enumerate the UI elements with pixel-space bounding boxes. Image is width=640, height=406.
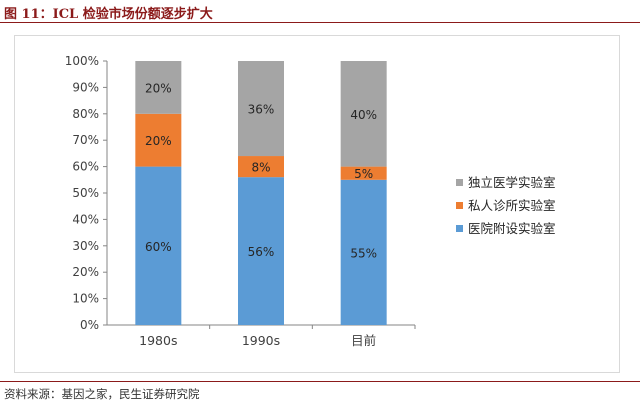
chart-frame <box>14 35 620 373</box>
bar-segment <box>238 177 284 325</box>
data-label: 56% <box>248 245 275 259</box>
x-tick-label: 1990s <box>242 333 280 348</box>
bar-segment <box>135 166 182 325</box>
bar-segment <box>135 61 182 114</box>
x-tick-label: 目前 <box>351 333 376 348</box>
bar-segment <box>340 179 387 325</box>
y-tick-label: 40% <box>72 212 99 226</box>
legend-label: 私人诊所实验室 <box>468 198 556 213</box>
title-rule <box>0 22 640 23</box>
bar-segment <box>135 113 182 167</box>
figure-title: 图 11：ICL 检验市场份额逐步扩大 <box>4 7 213 22</box>
data-label: 8% <box>251 161 270 175</box>
data-label: 20% <box>145 81 172 95</box>
legend-label: 医院附设实验室 <box>468 221 556 236</box>
bar-segment <box>238 61 284 157</box>
bar-segment <box>340 166 387 180</box>
legend-swatch <box>456 179 463 186</box>
y-tick-label: 80% <box>72 107 99 121</box>
data-label: 40% <box>350 108 377 122</box>
data-label: 55% <box>350 246 377 260</box>
data-label: 60% <box>145 240 172 254</box>
x-tick-label: 1980s <box>139 333 177 348</box>
y-tick-label: 30% <box>72 239 99 253</box>
y-tick-label: 100% <box>65 54 99 68</box>
y-tick-label: 90% <box>72 80 99 94</box>
source-note: 资料来源：基因之家，民生证券研究院 <box>4 387 200 401</box>
legend-swatch <box>456 225 463 232</box>
bar-segment <box>238 156 284 178</box>
y-tick-label: 70% <box>72 133 99 147</box>
y-tick-label: 60% <box>72 160 99 174</box>
y-tick-label: 50% <box>72 186 99 200</box>
data-label: 5% <box>354 167 373 181</box>
bar-segment <box>340 61 387 167</box>
y-tick-label: 0% <box>80 318 99 332</box>
data-label: 36% <box>248 103 275 117</box>
legend-swatch <box>456 202 463 209</box>
y-tick-label: 10% <box>72 292 99 306</box>
y-tick-label: 20% <box>72 265 99 279</box>
legend-label: 独立医学实验室 <box>468 175 556 190</box>
data-label: 20% <box>145 134 172 148</box>
source-rule <box>0 381 640 382</box>
